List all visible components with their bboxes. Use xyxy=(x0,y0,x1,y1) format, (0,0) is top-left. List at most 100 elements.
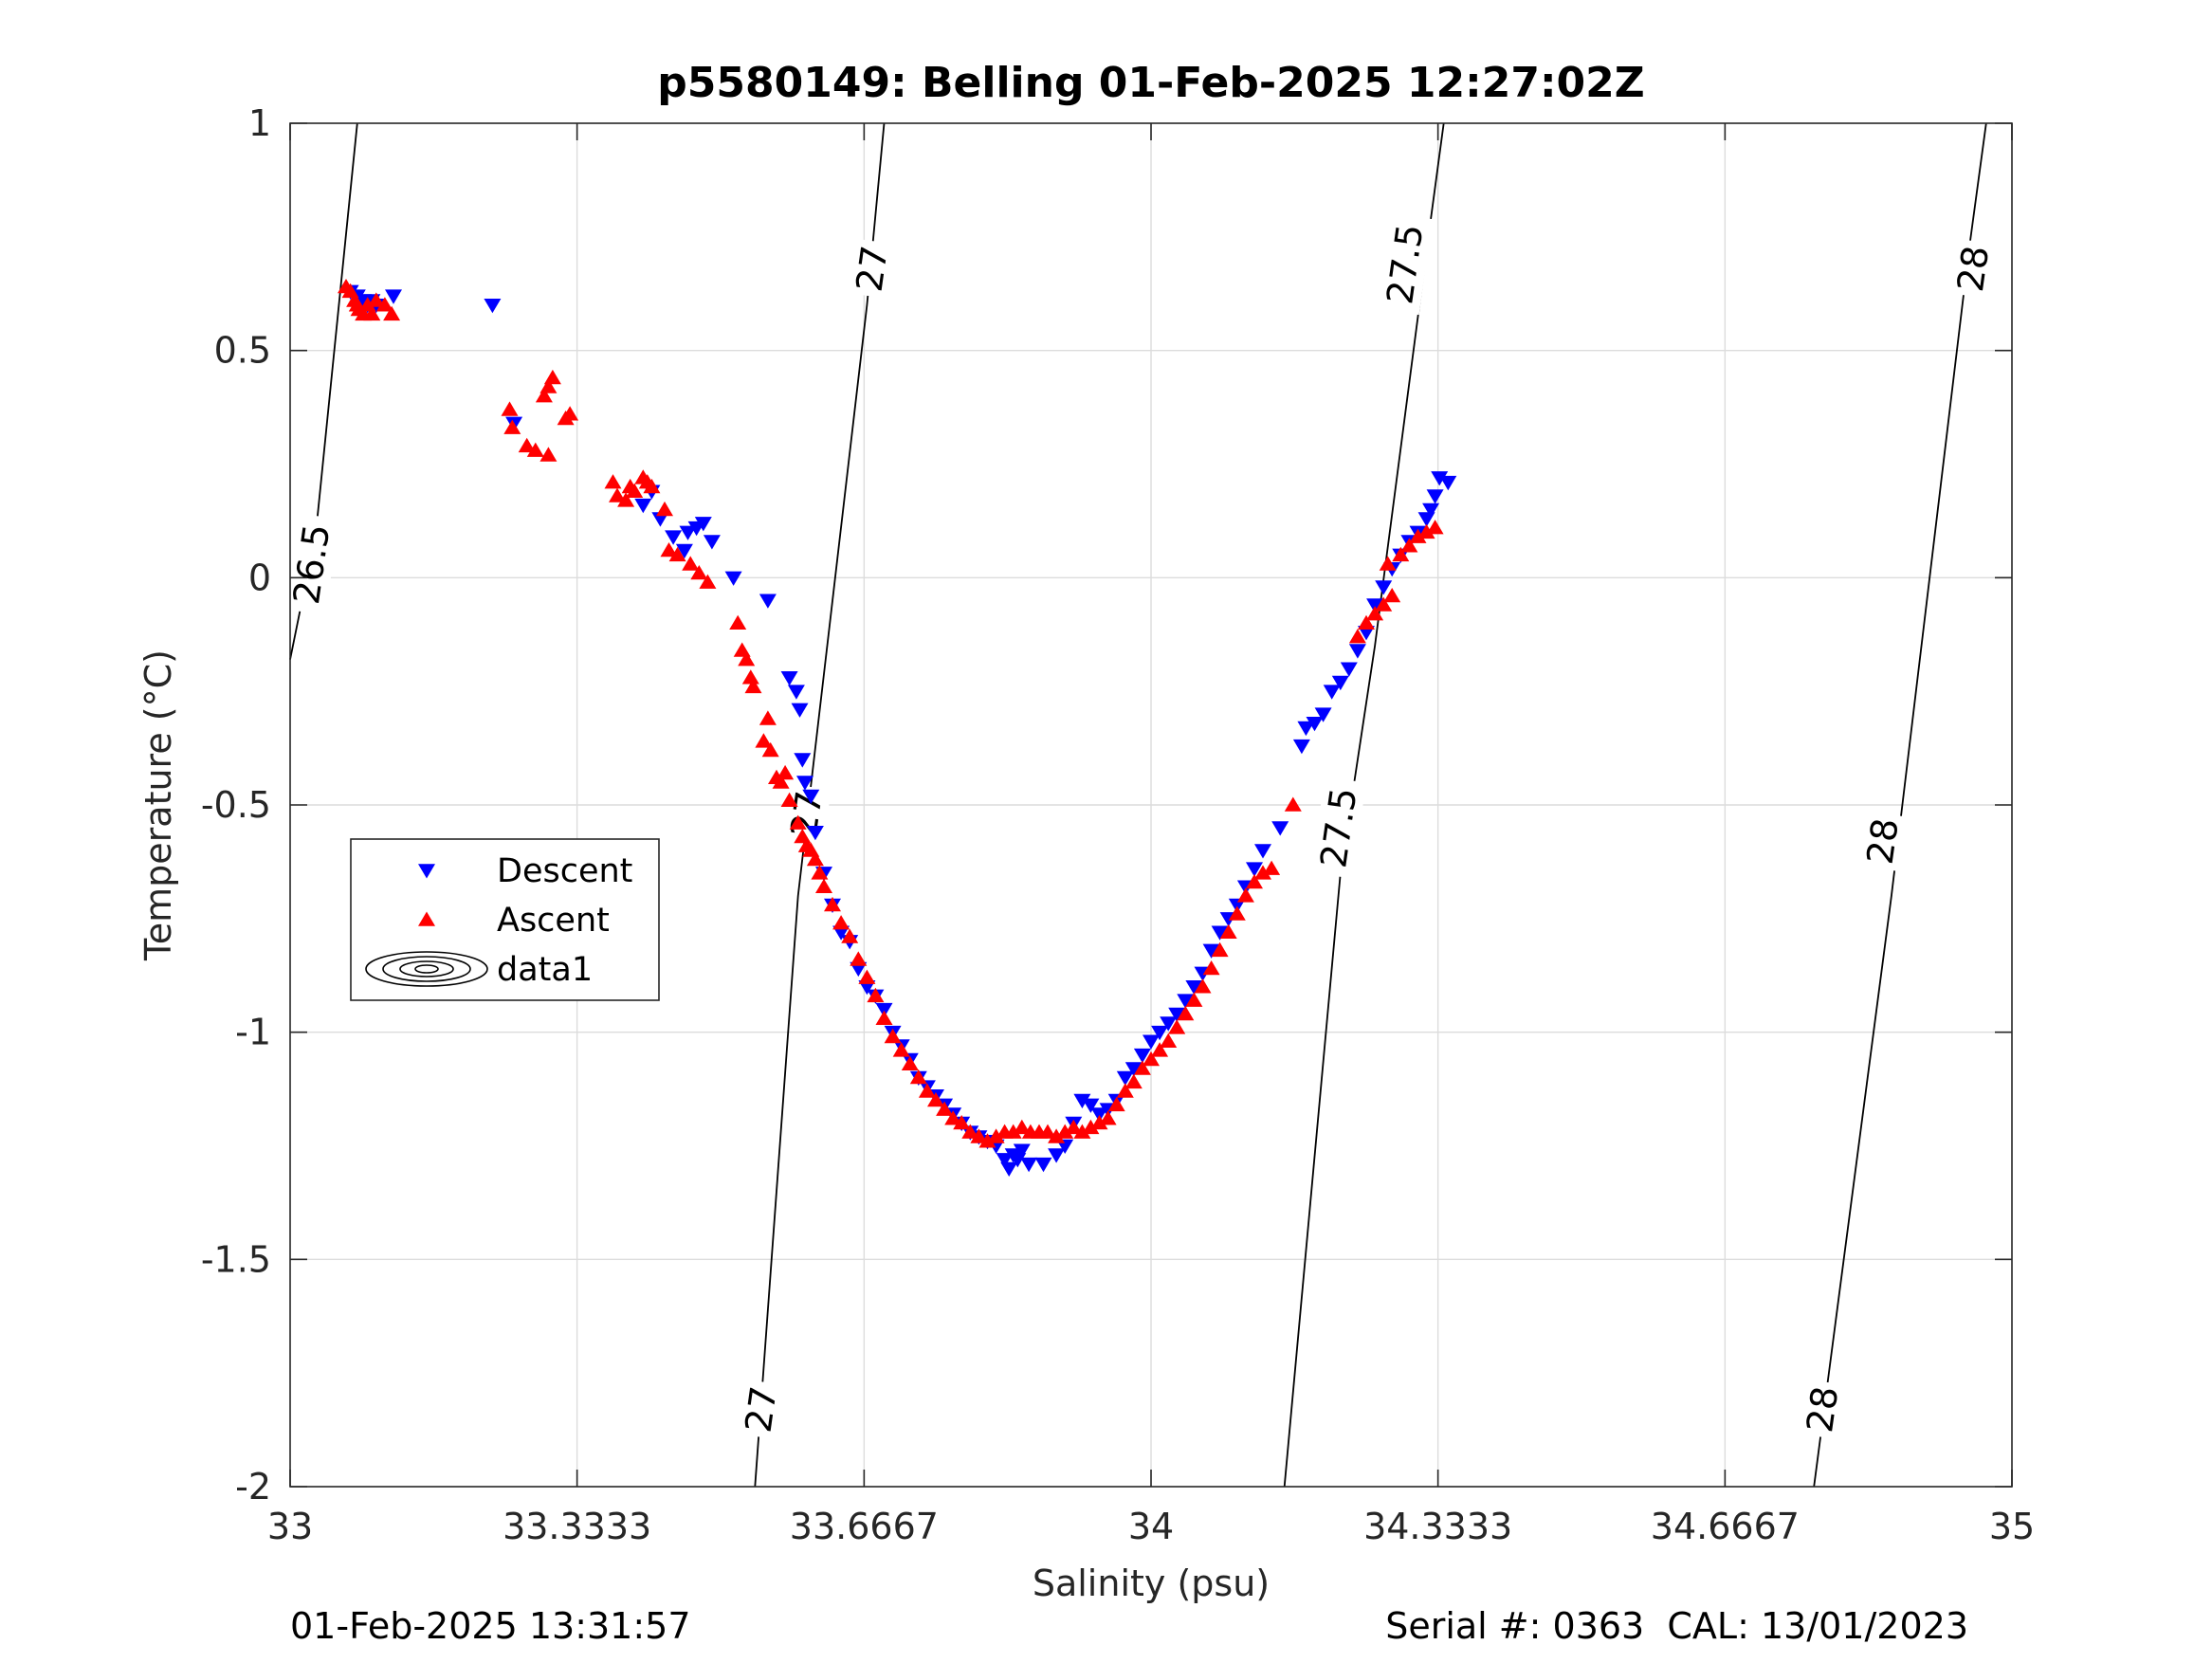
ascent-point xyxy=(617,492,635,507)
ascent-point xyxy=(824,896,841,912)
contour-label-group: 27 xyxy=(736,1379,786,1440)
ascent-point xyxy=(1263,860,1281,875)
ascent-point xyxy=(668,546,686,562)
descent-point xyxy=(1323,685,1341,700)
ascent-point xyxy=(503,419,521,434)
x-tick-label: 34.6667 xyxy=(1651,1506,1800,1547)
ascent-point xyxy=(1168,1019,1186,1034)
x-tick-label: 34.3333 xyxy=(1363,1506,1512,1547)
ascent-point xyxy=(772,774,790,789)
descent-point xyxy=(996,1153,1014,1168)
descent-point xyxy=(1202,943,1220,959)
legend: Descent Ascent data1 xyxy=(350,838,660,1001)
y-tick-label: 0 xyxy=(248,557,271,598)
ascent-point xyxy=(1124,1073,1143,1089)
descent-point xyxy=(806,826,824,841)
descent-point xyxy=(1013,1143,1031,1159)
ascent-point xyxy=(682,556,700,571)
descent-point xyxy=(1340,662,1358,677)
ascent-point xyxy=(927,1092,944,1107)
ascent-point xyxy=(1004,1124,1022,1139)
ascent-point xyxy=(806,851,824,867)
ascent-point xyxy=(1056,1124,1074,1139)
descent-point xyxy=(385,289,402,304)
ascent-point xyxy=(1383,588,1401,603)
x-axis-label: Salinity (psu) xyxy=(1033,1562,1270,1604)
legend-box xyxy=(350,838,660,1001)
ascent-point xyxy=(738,651,756,667)
ascent-point xyxy=(759,710,777,725)
ascent-point xyxy=(944,1110,962,1125)
descent-point xyxy=(794,753,812,768)
ascent-point xyxy=(1048,1128,1066,1143)
ascent-point xyxy=(1202,960,1220,976)
contour-label-background xyxy=(847,238,897,300)
ascent-point xyxy=(744,678,762,694)
ascent-point xyxy=(1409,528,1427,543)
descent-point xyxy=(875,1002,893,1018)
ascent-point xyxy=(1379,556,1397,571)
descent-point xyxy=(724,571,742,586)
contour-label-background xyxy=(1948,238,1998,300)
descent-point xyxy=(1090,1107,1108,1123)
descent-point xyxy=(787,685,805,700)
descent-point xyxy=(1020,1157,1038,1173)
ascent-point xyxy=(1392,546,1410,562)
ascent-point xyxy=(867,987,885,1003)
descent-point xyxy=(796,776,814,791)
contour-label-background xyxy=(283,513,339,615)
descent-point xyxy=(1082,1098,1100,1113)
ascent-point xyxy=(1073,1124,1091,1139)
axis-ticks: 33 33.3333 33.6667 34 34.3333 34.6667 35 1 0.5 0 -… xyxy=(201,102,2035,1547)
descent-point xyxy=(1034,1157,1052,1173)
descent-point xyxy=(634,498,652,514)
ascent-point xyxy=(643,478,661,494)
descent-point xyxy=(1168,1007,1186,1022)
ascent-point xyxy=(1417,523,1435,539)
descent-point xyxy=(1426,489,1444,504)
contour-label-group: 27.5 xyxy=(1311,777,1366,879)
descent-point xyxy=(1133,1048,1151,1064)
ascent-point xyxy=(918,1083,936,1098)
ascent-point xyxy=(363,305,381,321)
ascent-point xyxy=(777,764,795,780)
ascent-point xyxy=(755,733,773,748)
ascent-point xyxy=(1246,873,1263,889)
ascent-point xyxy=(626,483,644,498)
data-points xyxy=(338,279,1457,1177)
footer-serial-cal: Serial #: 0363 CAL: 13/01/2023 xyxy=(1385,1605,1968,1647)
ascent-point xyxy=(1219,923,1237,939)
x-tick-label: 34 xyxy=(1128,1506,1174,1547)
ascent-point xyxy=(367,292,385,307)
contour-line-27-5 xyxy=(1283,122,1445,1488)
legend-label-ascent: Ascent xyxy=(497,902,610,940)
contour-label-group: 27 xyxy=(847,238,897,300)
ascent-point xyxy=(1358,614,1375,630)
ascent-point xyxy=(729,614,747,630)
ascent-point xyxy=(1143,1051,1160,1067)
descent-point xyxy=(675,543,693,559)
descent-point xyxy=(1143,1034,1160,1050)
ascent-point xyxy=(961,1124,979,1139)
descent-point xyxy=(1000,1161,1018,1177)
legend-symbol-contour xyxy=(414,964,439,974)
y-tick-label: 0.5 xyxy=(214,330,271,372)
descent-point xyxy=(1439,475,1457,491)
ascent-point xyxy=(909,1069,927,1085)
y-tick-label: -2 xyxy=(235,1466,271,1508)
legend-symbol-contour xyxy=(365,951,488,987)
x-tick-label: 35 xyxy=(1989,1506,2035,1547)
descent-point xyxy=(1151,1025,1169,1041)
ascent-point xyxy=(811,865,829,880)
contour-label: 28 xyxy=(1799,1383,1846,1435)
ascent-point xyxy=(1348,629,1366,644)
descent-point xyxy=(1073,1093,1091,1109)
ascent-point xyxy=(1254,865,1271,880)
legend-symbol-contour xyxy=(382,956,471,982)
descent-point xyxy=(1314,707,1332,722)
descent-point xyxy=(1177,994,1195,1009)
contour-label-group: 28 xyxy=(1948,238,1998,300)
y-tick-label: -1 xyxy=(235,1012,271,1053)
descent-point xyxy=(703,535,721,550)
legend-symbol-descent xyxy=(418,864,435,879)
